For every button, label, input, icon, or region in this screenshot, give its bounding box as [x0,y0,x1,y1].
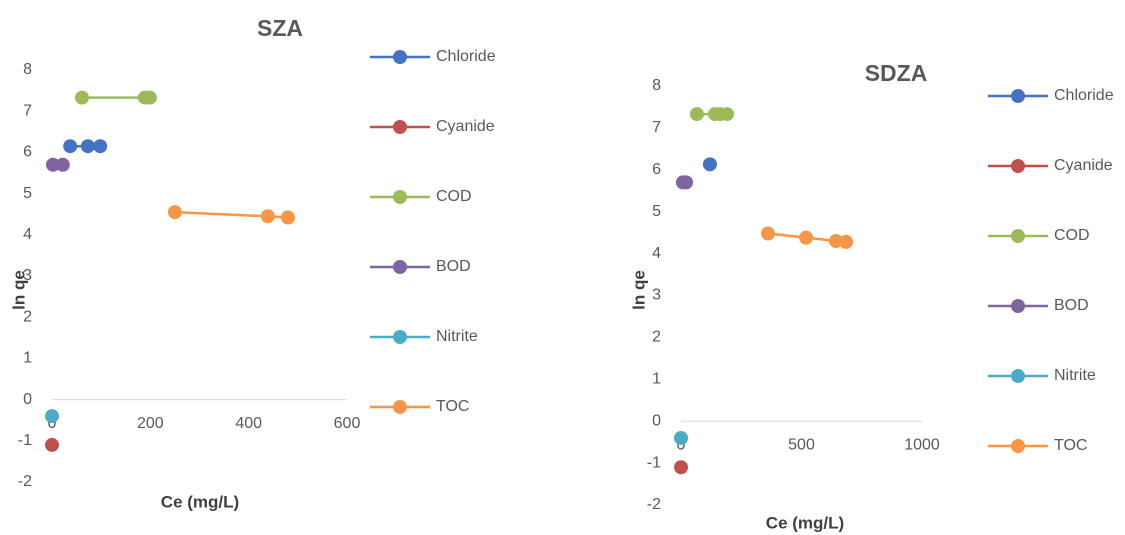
y-tick-label: 3 [23,267,32,284]
y-tick-label: 0 [652,412,661,429]
data-point [45,437,59,452]
legend-label: Cyanide [436,118,495,135]
x-tick-label: 600 [334,415,361,432]
y-tick-label: 5 [23,185,32,202]
legend-marker [1011,229,1025,243]
y-tick-label: 7 [652,119,661,136]
legend-label: Chloride [1054,87,1114,104]
data-point [55,157,70,172]
legend-label: TOC [436,398,469,415]
legend-marker [1011,159,1025,173]
data-point [93,139,108,154]
legend-marker [1011,439,1025,453]
data-point [839,234,854,249]
data-point [761,226,776,241]
data-point [702,157,717,172]
data-point [799,230,814,245]
data-point [679,175,694,190]
y-tick-label: -1 [18,432,32,449]
y-axis-title: ln qe [629,270,648,310]
legend-marker [393,400,407,414]
y-tick-label: 4 [23,226,32,243]
data-point [828,234,843,249]
x-tick-label: 500 [788,436,815,453]
y-tick-label: 6 [23,144,32,161]
legend-label: BOD [1054,297,1089,314]
legend-marker [393,260,407,274]
x-tick-label: 1000 [904,436,940,453]
y-tick-label: 1 [23,350,32,367]
y-tick-label: 2 [652,329,661,346]
y-tick-label: 7 [23,102,32,119]
legend-label: Cyanide [1054,157,1113,174]
x-tick-label: 400 [235,415,262,432]
data-point [167,205,182,220]
y-tick-label: -2 [647,496,661,513]
y-tick-label: 6 [652,161,661,178]
legend-marker [393,330,407,344]
data-point [689,107,704,122]
data-point [674,460,688,475]
legend-label: Nitrite [1054,367,1096,384]
data-point [74,90,89,105]
y-tick-label: -1 [647,454,661,471]
x-axis-title: Ce (mg/L) [766,513,844,532]
legend-marker [1011,89,1025,103]
legend-label: BOD [436,258,471,275]
legend-label: TOC [1054,437,1087,454]
legend-marker [393,120,407,134]
y-tick-label: 2 [23,308,32,325]
data-point [674,430,688,445]
data-point [63,139,78,154]
chart-title: SZA [257,15,303,41]
x-tick-label: 0 [48,415,57,432]
legend-label: Nitrite [436,328,478,345]
y-tick-label: -2 [18,473,32,490]
legend-marker [1011,369,1025,383]
y-tick-label: 3 [652,287,661,304]
x-axis-title: Ce (mg/L) [161,492,239,511]
x-tick-label: 200 [137,415,164,432]
legend-marker [393,190,407,204]
y-tick-label: 5 [652,203,661,220]
y-tick-label: 1 [652,371,661,388]
data-point [142,90,157,105]
data-point [45,409,59,424]
y-tick-label: 0 [23,391,32,408]
data-point [720,107,735,122]
legend-label: Chloride [436,48,496,65]
legend-marker [1011,299,1025,313]
chart-title: SDZA [865,60,928,86]
data-point [281,210,295,225]
data-point [260,209,275,224]
legend-label: COD [436,188,472,205]
y-axis-title: ln qe [9,270,28,310]
legend-marker [393,50,407,64]
y-tick-label: 8 [652,77,661,94]
data-point [45,157,60,172]
legend-label: COD [1054,227,1090,244]
data-point [80,139,95,154]
y-tick-label: 8 [23,61,32,78]
y-tick-label: 4 [652,245,661,262]
